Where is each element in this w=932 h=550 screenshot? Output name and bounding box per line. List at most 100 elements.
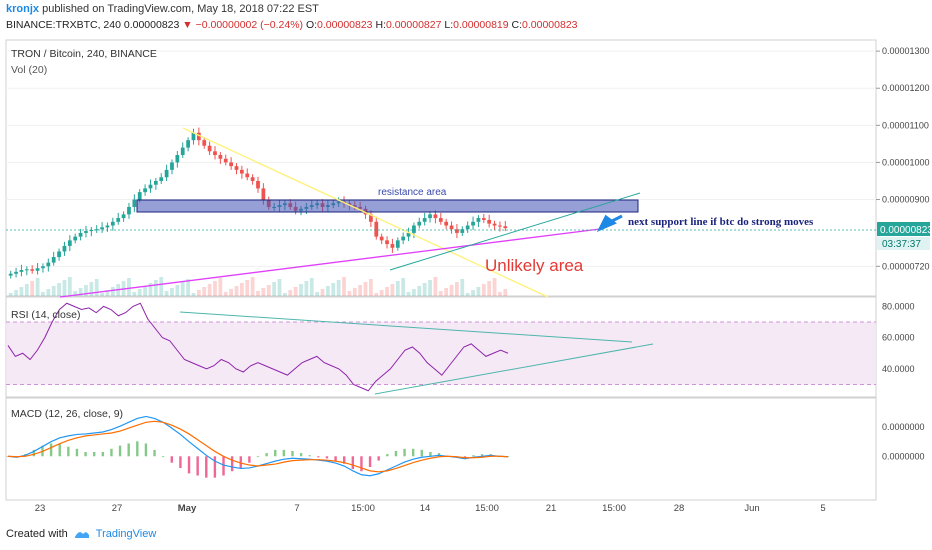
macd-histogram-bar — [368, 456, 372, 467]
rsi-downtrend-line[interactable] — [179, 311, 633, 343]
chart-canvas[interactable]: 0.00001300 0.00001200 0.00001100 0.00001000… — [0, 36, 932, 522]
symbol-label: BINANCE:TRXBTC, 240 — [6, 19, 121, 31]
ohlc-open-label: O: — [305, 19, 318, 31]
macd-histogram-bar — [291, 450, 294, 457]
volume-bar — [218, 278, 223, 296]
candle-body — [256, 180, 260, 189]
yellow-downtrend-line[interactable] — [182, 127, 549, 298]
volume-bar — [417, 286, 422, 296]
volume-bar — [164, 291, 169, 296]
candle-body — [492, 223, 497, 226]
volume-bar — [444, 288, 449, 296]
x-tick-label: 23 — [35, 503, 46, 514]
volume-bar — [503, 289, 508, 296]
resistance-box[interactable] — [136, 199, 639, 213]
volume-bar — [412, 289, 416, 296]
candle-body — [132, 199, 137, 207]
volume-bar — [476, 287, 481, 296]
candle-body — [250, 177, 255, 181]
volume-bar — [170, 288, 174, 296]
rsi-band — [6, 322, 876, 385]
candle-body — [444, 221, 449, 226]
countdown-tag — [877, 237, 930, 250]
rsi-uptrend-line[interactable] — [374, 343, 654, 395]
unlikely-area-label: Unlikely area — [485, 256, 584, 275]
candle-body — [207, 145, 212, 152]
macd-histogram-bar — [420, 449, 423, 457]
main-legend[interactable]: TRON / Bitcoin, 240, BINANCE — [11, 48, 157, 60]
volume-bar — [331, 283, 336, 296]
ohlc-close-label: C: — [511, 19, 523, 31]
author-name[interactable]: kronjx — [6, 3, 40, 15]
macd-histogram-bar — [274, 449, 277, 457]
ohlc-high-label: H: — [375, 19, 386, 31]
candle-body — [234, 166, 239, 170]
candle-body — [57, 251, 61, 258]
x-tick-label: May — [178, 503, 197, 514]
volume-bar — [471, 290, 475, 296]
candle-body — [223, 158, 228, 163]
candle-body — [487, 219, 492, 224]
publish-header: kronjx published on TradingView.com, May… — [6, 3, 319, 15]
volume-bar — [266, 285, 271, 296]
volume-bar — [196, 290, 201, 296]
candle-body — [159, 177, 164, 181]
green-uptrend-line[interactable] — [389, 192, 641, 271]
candle-body — [67, 240, 72, 246]
macd-histogram-bar — [394, 450, 398, 457]
volume-bar — [35, 278, 40, 296]
macd-legend[interactable]: MACD (12, 26, close, 9) — [11, 408, 123, 420]
candle-body — [170, 162, 174, 170]
macd-histogram-bar — [101, 452, 105, 457]
volume-bar — [14, 290, 18, 296]
volume-bar — [153, 280, 158, 296]
candle-body — [46, 262, 51, 267]
macd-histogram-bar — [67, 446, 70, 457]
candle-body — [19, 270, 24, 272]
magenta-support-line[interactable] — [59, 228, 601, 298]
macd-histogram-bar — [230, 456, 234, 472]
volume-bar — [272, 282, 277, 296]
tradingview-brand[interactable]: TradingView — [95, 528, 157, 540]
volume-bar — [406, 292, 411, 296]
created-with-label: Created with — [6, 528, 68, 540]
macd-histogram-bar — [437, 453, 441, 457]
volume-bar — [293, 287, 298, 296]
macd-histogram-bar — [386, 454, 389, 457]
volume-bar — [288, 290, 293, 296]
macd-histogram-bar — [161, 456, 165, 458]
candle-body — [245, 173, 250, 178]
volume-bar — [422, 283, 427, 296]
candle-body — [143, 188, 147, 193]
candle-body — [164, 169, 169, 178]
macd-histogram-bar — [472, 455, 475, 457]
macd-histogram-bar — [256, 456, 260, 458]
volume-bar — [395, 281, 400, 296]
ohlc-close: 0.00000823 — [522, 19, 578, 31]
rsi-legend[interactable]: RSI (14, close) — [11, 309, 80, 321]
ohlc-low: 0.00000819 — [453, 19, 509, 31]
candle-body — [261, 188, 266, 200]
macd-histogram-bar — [187, 456, 191, 474]
change-arrow-icon: ▼ — [182, 19, 193, 31]
candle-body — [385, 240, 389, 245]
candle-body — [35, 268, 40, 271]
volume-bar — [352, 288, 357, 296]
candle-body — [213, 151, 217, 156]
price-tick-label: 0.00001000 — [882, 157, 930, 167]
macd-histogram-bar — [213, 456, 217, 478]
macd-histogram-bar — [351, 456, 355, 470]
volume-bar — [94, 279, 99, 296]
volume-bar — [57, 283, 61, 296]
volume-bar — [460, 279, 465, 296]
macd-histogram-bar — [282, 449, 286, 457]
vol-legend[interactable]: Vol (20) — [11, 64, 47, 76]
macd-histogram-bar — [179, 456, 182, 469]
macd-histogram-bar — [136, 441, 139, 457]
candle-body — [89, 229, 94, 232]
volume-bar — [261, 288, 266, 296]
volume-bar — [132, 292, 137, 296]
rsi-tick-label: 40.0000 — [882, 364, 915, 374]
price-tick-label: 0.00000720 — [882, 261, 930, 271]
x-tick-label: 21 — [546, 503, 557, 514]
